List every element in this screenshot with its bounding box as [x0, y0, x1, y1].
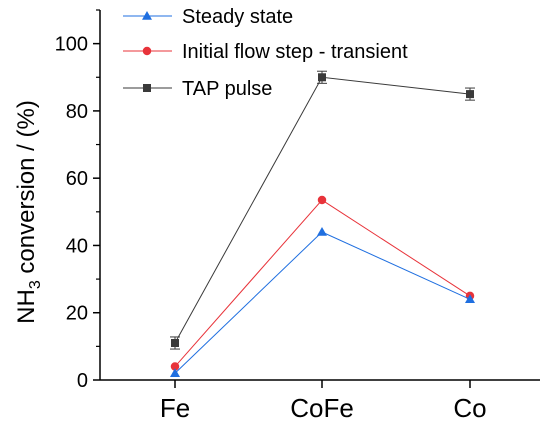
- series-circle: [170, 195, 475, 371]
- y-tick-label: 0: [77, 370, 88, 392]
- legend-entry: Steady state: [123, 6, 293, 28]
- legend-label: TAP pulse: [182, 78, 272, 100]
- data-point: [317, 227, 327, 236]
- data-point: [465, 294, 475, 304]
- y-tick-label: 20: [66, 303, 88, 325]
- legend-marker: [142, 11, 152, 20]
- series-line: [174, 76, 471, 344]
- x-tick-label: CoFe: [290, 393, 354, 423]
- y-axis-label: NH3 conversion / (%): [13, 100, 44, 324]
- y-tick-label: 100: [55, 34, 88, 56]
- data-point: [318, 73, 326, 82]
- legend-label: Initial flow step - transient: [182, 41, 408, 63]
- data-point: [171, 339, 179, 347]
- x-tick-label: Co: [453, 393, 486, 423]
- legend: Steady state Initial flow step - transien…: [123, 6, 408, 100]
- axes: 0 20 40 60 80 100 Fe CoFe Co: [55, 9, 540, 423]
- y-tick-label: 80: [66, 101, 88, 123]
- data-point: [170, 362, 180, 371]
- legend-marker: [143, 84, 151, 92]
- series-line: [174, 199, 471, 367]
- legend-entry: Initial flow step - transient: [123, 41, 408, 63]
- data-point: [170, 368, 180, 378]
- x-tick-label: Fe: [160, 393, 190, 423]
- series-square: [170, 70, 475, 350]
- data-point: [317, 195, 327, 205]
- y-tick-label: 60: [66, 168, 88, 190]
- legend-label: Steady state: [182, 6, 293, 28]
- data-point: [466, 90, 474, 99]
- series-layer: [170, 70, 475, 378]
- legend-marker: [142, 46, 152, 56]
- legend-entry: TAP pulse: [123, 78, 272, 100]
- y-tick-label: 40: [66, 235, 88, 257]
- series-triangle: [170, 227, 475, 378]
- series-line: [174, 231, 471, 374]
